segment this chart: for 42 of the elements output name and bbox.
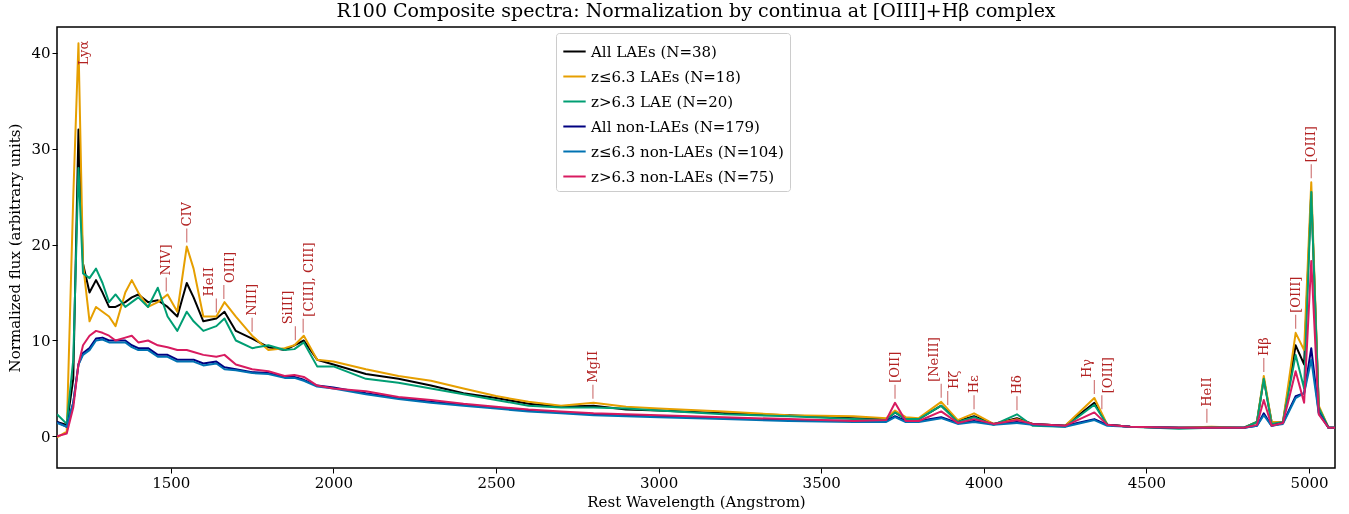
- y-tick-label: 20: [31, 236, 51, 255]
- x-tick-label: 2500: [477, 473, 516, 492]
- x-axis-title: Rest Wavelength (Angstrom): [587, 492, 806, 511]
- x-tick-label: 1500: [152, 473, 191, 492]
- annotation: HeII: [1198, 377, 1214, 407]
- y-tick-label: 10: [31, 331, 51, 350]
- annotation: Lyα: [76, 40, 92, 66]
- annotation: SiIII]: [280, 290, 296, 325]
- annotation: [OII]: [887, 351, 903, 383]
- annotation: NIII]: [244, 283, 260, 316]
- annotation: Hδ: [1008, 374, 1024, 395]
- legend-label: z>6.3 non-LAEs (N=75): [591, 167, 775, 186]
- annotation: HeII: [201, 267, 217, 297]
- x-tick-label: 4000: [965, 473, 1004, 492]
- y-tick-label: 30: [31, 140, 51, 159]
- legend-label: All LAEs (N=38): [590, 42, 717, 61]
- annotation: [NeIII]: [926, 337, 942, 382]
- annotation: [OIII]: [1287, 276, 1303, 313]
- legend-label: z>6.3 LAE (N=20): [591, 92, 734, 111]
- legend-label: z≤6.3 non-LAEs (N=104): [591, 142, 784, 161]
- y-tick-label: 40: [31, 44, 51, 63]
- legend-label: All non-LAEs (N=179): [590, 117, 760, 136]
- annotation: Hζ: [945, 370, 961, 390]
- annotation: Hγ: [1079, 358, 1095, 379]
- x-tick-label: 5000: [1290, 473, 1329, 492]
- x-tick-label: 3500: [802, 473, 841, 492]
- x-tick-label: 2000: [314, 473, 354, 492]
- annotation: [CIII], CIII]: [301, 242, 317, 317]
- annotation: Hε: [966, 375, 982, 394]
- annotation: OIII]: [221, 251, 237, 284]
- x-tick-label: 3000: [640, 473, 679, 492]
- annotation: MgII: [584, 350, 600, 383]
- chart-title: R100 Composite spectra: Normalization by continua at [OIII]+Hβ complex: [336, 0, 1056, 21]
- x-tick-label: 4500: [1127, 473, 1166, 492]
- annotation: CIV: [178, 201, 194, 227]
- annotation: Hβ: [1255, 337, 1271, 356]
- annotation: NIV]: [158, 244, 174, 276]
- y-tick-label: 0: [40, 427, 51, 446]
- annotation: [OIII]: [1303, 126, 1319, 163]
- annotation: [OIII]: [1099, 357, 1115, 394]
- legend-label: z≤6.3 LAEs (N=18): [591, 67, 741, 86]
- y-axis-title: Normalized flux (arbitrary units): [6, 123, 25, 373]
